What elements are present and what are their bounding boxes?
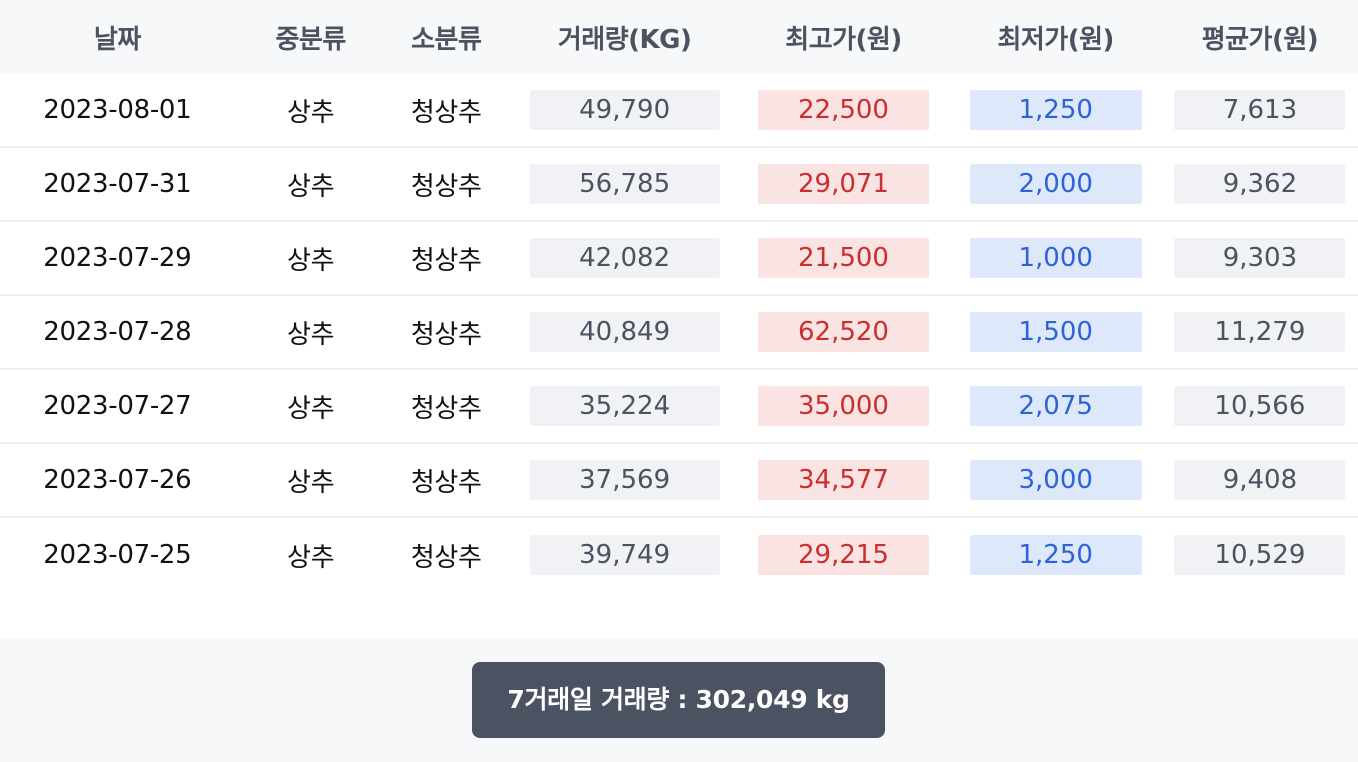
cell-volume: 37,569 xyxy=(518,460,732,500)
cell-avg-price: 10,566 xyxy=(1162,386,1358,426)
cell-mid-category: 상추 xyxy=(287,542,335,573)
cell-small-category: 청상추 xyxy=(410,393,482,424)
cell-mid-category: 상추 xyxy=(287,393,335,424)
avg-price-value: 9,303 xyxy=(1174,238,1346,278)
cell-min-price: 1,000 xyxy=(958,238,1154,278)
cell-date: 2023-07-26 xyxy=(43,465,192,495)
cell-volume: 39,749 xyxy=(518,535,732,575)
price-table: 날짜 중분류 소분류 거래량(KG) 최고가(원) 최저가(원) 평균가(원) … xyxy=(0,0,1358,592)
cell-volume: 40,849 xyxy=(518,312,732,352)
min-price-value: 1,500 xyxy=(969,312,1142,352)
max-price-value: 29,215 xyxy=(758,535,929,575)
cell-volume: 35,224 xyxy=(518,386,732,426)
avg-price-value: 7,613 xyxy=(1174,90,1346,130)
table-body: 2023-08-01 상추 청상추 49,790 22,500 1,250 7,613 202… xyxy=(0,74,1358,592)
cell-max-price: 29,215 xyxy=(745,535,941,575)
cell-date: 2023-08-01 xyxy=(43,95,192,125)
cell-avg-price: 11,279 xyxy=(1162,312,1358,352)
avg-price-value: 10,566 xyxy=(1174,386,1346,426)
cell-max-price: 22,500 xyxy=(745,90,941,130)
max-price-value: 62,520 xyxy=(758,312,929,352)
avg-price-value: 9,408 xyxy=(1174,460,1346,500)
cell-mid-category: 상추 xyxy=(287,467,335,498)
cell-small-category: 청상추 xyxy=(410,97,482,128)
min-price-value: 2,075 xyxy=(969,386,1142,426)
cell-min-price: 3,000 xyxy=(958,460,1154,500)
max-price-value: 22,500 xyxy=(758,90,929,130)
header-avg-price: 평균가(원) xyxy=(1201,24,1319,55)
summary-badge: 7거래일 거래량 : 302,049 kg xyxy=(472,662,885,738)
cell-min-price: 2,000 xyxy=(958,164,1154,204)
cell-small-category: 청상추 xyxy=(410,319,482,350)
cell-min-price: 1,500 xyxy=(958,312,1154,352)
volume-value: 37,569 xyxy=(529,460,720,500)
max-price-value: 29,071 xyxy=(758,164,929,204)
cell-avg-price: 9,303 xyxy=(1162,238,1358,278)
table-row: 2023-07-31 상추 청상추 56,785 29,071 2,000 9,362 xyxy=(0,148,1358,222)
summary-footer: 7거래일 거래량 : 302,049 kg xyxy=(0,638,1358,762)
volume-value: 35,224 xyxy=(529,386,720,426)
header-volume: 거래량(KG) xyxy=(557,24,692,55)
table-row: 2023-07-26 상추 청상추 37,569 34,577 3,000 9,408 xyxy=(0,444,1358,518)
table-header: 날짜 중분류 소분류 거래량(KG) 최고가(원) 최저가(원) 평균가(원) xyxy=(0,0,1358,74)
table-row: 2023-07-29 상추 청상추 42,082 21,500 1,000 9,303 xyxy=(0,222,1358,296)
cell-mid-category: 상추 xyxy=(287,97,335,128)
table-row: 2023-07-27 상추 청상추 35,224 35,000 2,075 10,566 xyxy=(0,370,1358,444)
cell-min-price: 2,075 xyxy=(958,386,1154,426)
cell-date: 2023-07-28 xyxy=(43,317,192,347)
avg-price-value: 9,362 xyxy=(1174,164,1346,204)
header-max-price: 최고가(원) xyxy=(785,24,902,55)
volume-value: 49,790 xyxy=(529,90,720,130)
cell-small-category: 청상추 xyxy=(410,171,482,202)
avg-price-value: 10,529 xyxy=(1174,535,1346,575)
avg-price-value: 11,279 xyxy=(1174,312,1346,352)
cell-date: 2023-07-27 xyxy=(43,391,192,421)
cell-max-price: 29,071 xyxy=(745,164,941,204)
header-date: 날짜 xyxy=(93,24,141,55)
cell-avg-price: 10,529 xyxy=(1162,535,1358,575)
cell-avg-price: 7,613 xyxy=(1162,90,1358,130)
cell-volume: 42,082 xyxy=(518,238,732,278)
header-mid-category: 중분류 xyxy=(275,24,347,55)
cell-max-price: 35,000 xyxy=(745,386,941,426)
table-row: 2023-07-28 상추 청상추 40,849 62,520 1,500 11,279 xyxy=(0,296,1358,370)
cell-min-price: 1,250 xyxy=(958,535,1154,575)
cell-max-price: 21,500 xyxy=(745,238,941,278)
cell-avg-price: 9,408 xyxy=(1162,460,1358,500)
min-price-value: 1,250 xyxy=(969,535,1142,575)
cell-min-price: 1,250 xyxy=(958,90,1154,130)
cell-max-price: 62,520 xyxy=(745,312,941,352)
cell-small-category: 청상추 xyxy=(410,542,482,573)
header-small-category: 소분류 xyxy=(411,24,482,55)
volume-value: 56,785 xyxy=(529,164,720,204)
cell-date: 2023-07-31 xyxy=(43,169,192,199)
min-price-value: 1,000 xyxy=(969,238,1142,278)
volume-value: 40,849 xyxy=(529,312,720,352)
table-row: 2023-08-01 상추 청상추 49,790 22,500 1,250 7,613 xyxy=(0,74,1358,148)
max-price-value: 34,577 xyxy=(758,460,929,500)
cell-mid-category: 상추 xyxy=(287,171,335,202)
cell-date: 2023-07-29 xyxy=(43,243,192,273)
cell-avg-price: 9,362 xyxy=(1162,164,1358,204)
table-row: 2023-07-25 상추 청상추 39,749 29,215 1,250 10,529 xyxy=(0,518,1358,592)
cell-small-category: 청상추 xyxy=(410,467,482,498)
cell-volume: 56,785 xyxy=(518,164,732,204)
min-price-value: 3,000 xyxy=(969,460,1142,500)
cell-mid-category: 상추 xyxy=(287,319,335,350)
cell-max-price: 34,577 xyxy=(745,460,941,500)
cell-date: 2023-07-25 xyxy=(43,540,192,570)
cell-mid-category: 상추 xyxy=(287,245,335,276)
cell-small-category: 청상추 xyxy=(410,245,482,276)
min-price-value: 1,250 xyxy=(969,90,1142,130)
header-min-price: 최저가(원) xyxy=(997,24,1114,55)
max-price-value: 35,000 xyxy=(758,386,929,426)
min-price-value: 2,000 xyxy=(969,164,1142,204)
cell-volume: 49,790 xyxy=(518,90,732,130)
volume-value: 39,749 xyxy=(529,535,720,575)
max-price-value: 21,500 xyxy=(758,238,929,278)
volume-value: 42,082 xyxy=(529,238,720,278)
